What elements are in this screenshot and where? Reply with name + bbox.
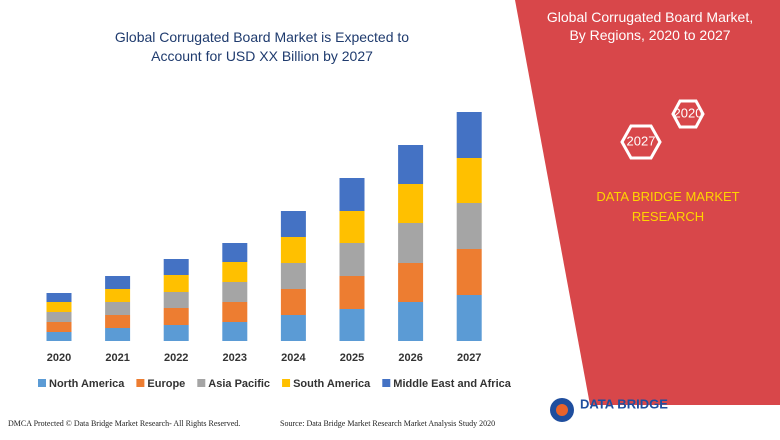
bar-segment (222, 282, 248, 302)
bar-segment (46, 322, 72, 332)
bar-segment (398, 223, 424, 263)
bar-segment (163, 275, 189, 292)
chart-title: Global Corrugated Board Market is Expect… (115, 29, 409, 64)
x-tick-label: 2024 (281, 352, 306, 364)
bar-segment (280, 315, 306, 341)
bar-segment (105, 289, 131, 302)
legend-label: Middle East and Africa (393, 378, 511, 390)
legend-swatch (282, 379, 291, 387)
x-tick-label: 2025 (340, 352, 364, 364)
bar-segment (105, 328, 131, 341)
bar-segment (280, 211, 306, 237)
bar-segment (222, 243, 248, 262)
bar-segment (105, 302, 131, 315)
hexagon (671, 99, 705, 129)
bar-segment (222, 322, 248, 341)
bar-segment (398, 184, 424, 223)
hex-label: 2027 (627, 133, 656, 148)
x-tick-label: 2023 (223, 352, 247, 364)
bar-segment (456, 158, 482, 203)
bar-segment (222, 302, 248, 322)
hexagon (620, 124, 662, 160)
bar-segment (398, 302, 424, 341)
bar-segment (105, 315, 131, 328)
bar-segment (222, 262, 248, 282)
x-tick-label: 2026 (398, 352, 422, 364)
bar-segment (456, 295, 482, 341)
bar-segment (398, 263, 424, 302)
bar-segment (339, 243, 365, 276)
bar-segment (46, 332, 72, 341)
legend-swatch (197, 379, 206, 387)
bar-segment (46, 293, 72, 302)
logo-text: DATA BRIDGE (580, 396, 668, 411)
legend-label: North America (49, 378, 125, 390)
bar-segment (280, 289, 306, 315)
legend-swatch (38, 379, 46, 387)
legend-label: Europe (147, 378, 185, 390)
bar-segment (456, 249, 482, 295)
bar-segment (339, 211, 365, 243)
bar-segment (46, 312, 72, 322)
legend-label: South America (293, 378, 371, 390)
bar-segment (163, 308, 189, 325)
bar-segment (280, 237, 306, 263)
x-tick-label: 2020 (47, 352, 71, 364)
bar-segment (105, 276, 131, 289)
bar-segment (339, 276, 365, 309)
bar-segment (339, 309, 365, 341)
logo-icon (556, 404, 568, 416)
bar-segment (280, 263, 306, 289)
bar-segment (398, 145, 424, 184)
bar-segment (456, 203, 482, 249)
x-tick-label: 2022 (164, 352, 188, 364)
brand-text: DATA BRIDGE MARKET RESEARCH (596, 189, 739, 224)
red-panel (515, 0, 780, 405)
source: Source: Data Bridge Market Research Mark… (280, 419, 495, 428)
bar-segment (163, 325, 189, 341)
legend-label: Asia Pacific (208, 378, 270, 390)
legend-swatch (136, 379, 145, 387)
x-tick-label: 2021 (105, 352, 129, 364)
dmca: DMCA Protected © Data Bridge Market Rese… (8, 419, 240, 428)
legend-swatch (382, 379, 391, 387)
bar-segment (163, 292, 189, 308)
x-tick-label: 2027 (457, 352, 481, 364)
bar-segment (456, 112, 482, 158)
panel-title-1: Global Corrugated Board Market, By Region… (547, 9, 753, 43)
bar-segment (163, 259, 189, 275)
bar-segment (339, 178, 365, 211)
bar-segment (46, 302, 72, 312)
hex-label: 2020 (674, 105, 703, 120)
